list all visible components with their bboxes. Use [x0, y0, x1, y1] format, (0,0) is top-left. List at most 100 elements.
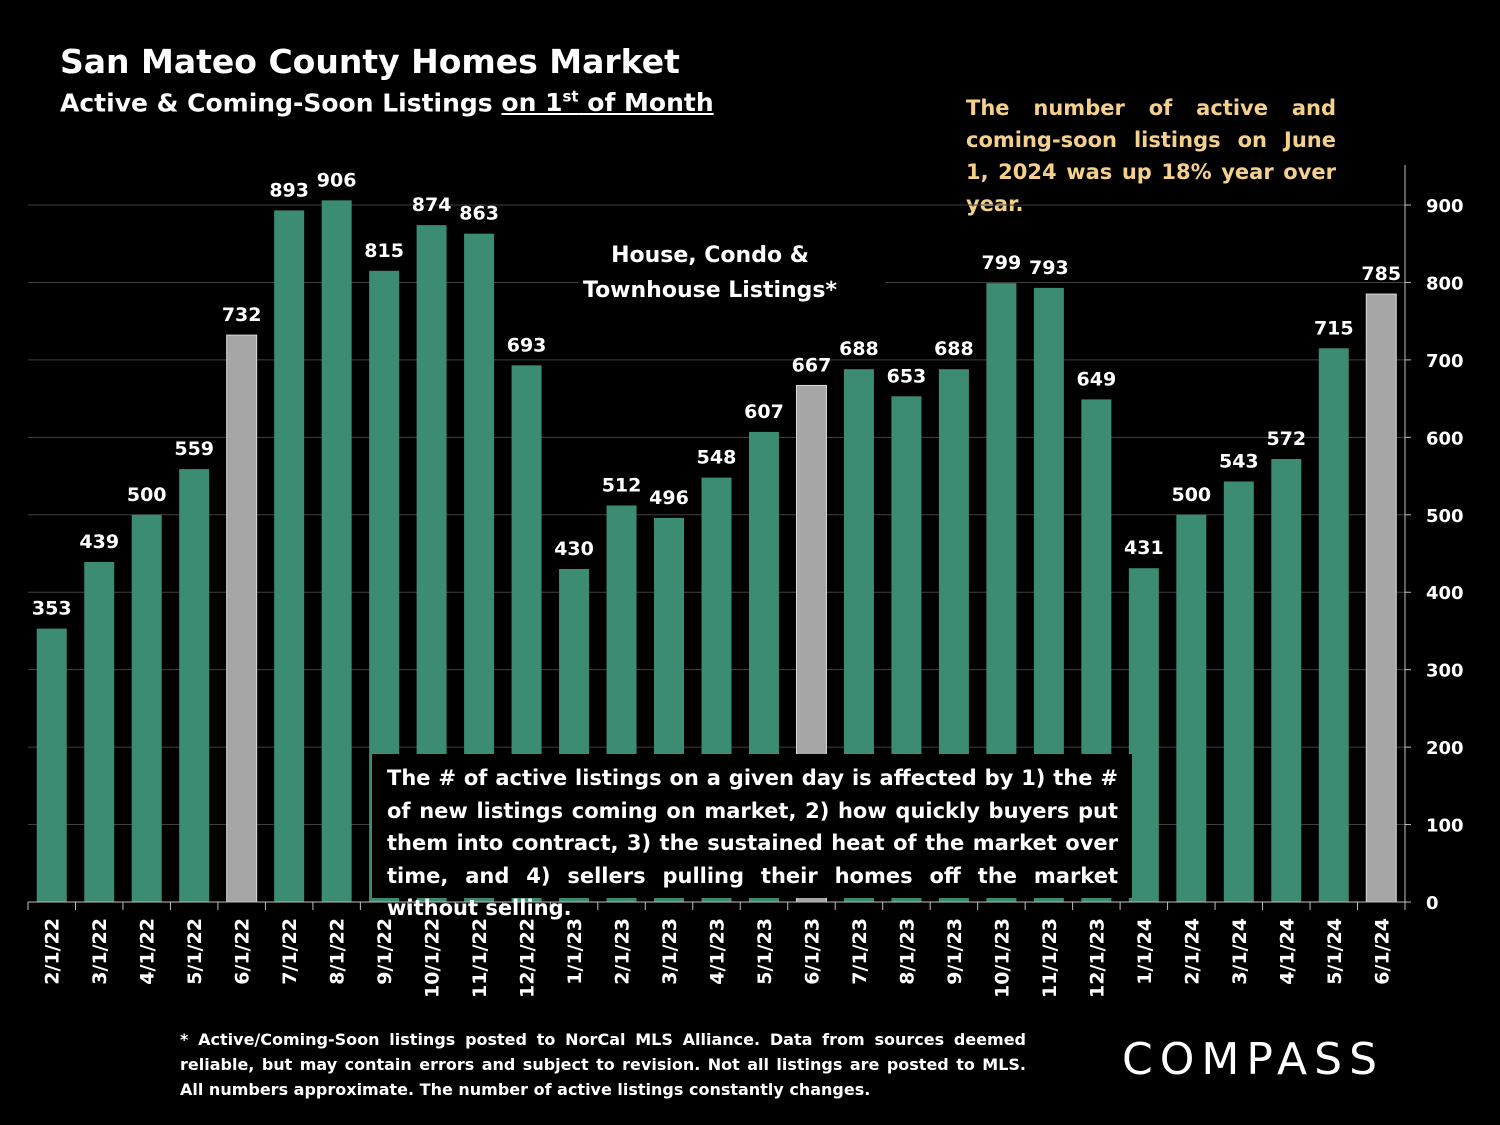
data-label: 353	[32, 598, 72, 620]
data-label: 512	[602, 474, 642, 496]
y-tick-label: 700	[1426, 351, 1464, 372]
bar-5-1-22	[179, 469, 210, 902]
series-label: House, Condo & Townhouse Listings*	[578, 232, 886, 310]
data-label: 815	[364, 240, 404, 262]
x-tick-label: 1/1/24	[1134, 918, 1156, 985]
page-title: San Mateo County Homes Market	[60, 42, 680, 81]
subtitle-underlined-pre: on 1	[501, 88, 563, 118]
series-label-line: Townhouse Listings*	[583, 278, 838, 303]
bar-8-1-22	[321, 200, 352, 902]
bar-4-1-24	[1271, 459, 1302, 902]
x-tick-label: 4/1/22	[137, 918, 159, 985]
subtitle-sup: st	[562, 88, 579, 106]
x-tick-label: 9/1/23	[944, 918, 966, 985]
x-tick-label: 3/1/23	[659, 918, 681, 985]
data-label: 431	[1124, 537, 1164, 559]
x-tick-label: 10/1/23	[991, 918, 1013, 998]
x-tick-label: 4/1/24	[1276, 918, 1298, 985]
x-tick-label: 12/1/22	[517, 918, 539, 998]
bar-6-1-22	[226, 334, 258, 903]
data-label: 874	[412, 194, 452, 216]
x-tick-label: 5/1/23	[754, 918, 776, 985]
x-tick-label: 7/1/23	[849, 918, 871, 985]
series-label-line: House, Condo &	[611, 243, 809, 268]
bar-6-1-24	[1365, 293, 1397, 903]
y-tick-label: 400	[1426, 583, 1464, 604]
data-label: 785	[1361, 263, 1401, 285]
y-tick-label: 800	[1426, 273, 1464, 294]
y-tick-label: 500	[1426, 506, 1464, 527]
bar-1-1-24	[1128, 568, 1159, 902]
page-subtitle: Active & Coming-Soon Listings on 1st of …	[60, 88, 714, 117]
x-tick-label: 11/1/23	[1039, 918, 1061, 998]
x-tick-label: 3/1/24	[1229, 918, 1251, 985]
series-label-background	[578, 232, 886, 310]
x-tick-label: 4/1/23	[707, 918, 729, 985]
x-tick-label: 10/1/22	[422, 918, 444, 998]
data-label: 649	[1077, 368, 1117, 390]
x-tick-label: 9/1/22	[374, 918, 396, 985]
x-tick-label: 8/1/22	[327, 918, 349, 985]
explanation-note: The # of active listings on a given day …	[372, 754, 1132, 920]
data-label: 906	[317, 169, 357, 191]
x-tick-label: 5/1/24	[1324, 918, 1346, 985]
data-label: 715	[1314, 317, 1354, 339]
x-tick-label: 6/1/22	[232, 918, 254, 985]
data-label: 500	[1171, 484, 1211, 506]
footnote: * Active/Coming-Soon listings posted to …	[180, 1030, 1026, 1099]
data-label: 430	[554, 538, 594, 560]
data-label: 543	[1219, 450, 1259, 472]
x-axis-ticks: 2/1/22 3/1/22 4/1/22 5/1/22 6/1/22 7/1/22 8/1/…	[27, 902, 1406, 998]
x-tick-label: 2/1/23	[612, 918, 634, 985]
data-label: 693	[507, 334, 547, 356]
y-tick-label: 300	[1426, 661, 1464, 682]
x-tick-label: 7/1/22	[279, 918, 301, 985]
data-label: 667	[792, 354, 832, 376]
x-tick-label: 6/1/23	[801, 918, 823, 985]
data-label: 732	[222, 304, 262, 326]
y-tick-label: 100	[1426, 816, 1464, 837]
x-tick-label: 6/1/24	[1371, 918, 1393, 985]
data-label: 500	[127, 484, 167, 506]
bar-3-1-24	[1223, 481, 1254, 902]
x-tick-label: 2/1/24	[1181, 918, 1203, 985]
x-tick-label: 11/1/22	[469, 918, 491, 998]
data-label: 793	[1029, 257, 1069, 279]
bar-2-1-24	[1176, 514, 1207, 902]
y-tick-label: 200	[1426, 738, 1464, 759]
y-tick-label: 0	[1426, 893, 1439, 914]
data-label: 653	[887, 365, 927, 387]
x-tick-label: 12/1/23	[1086, 918, 1108, 998]
bar-3-1-22	[84, 562, 115, 902]
y-axis-ticks: 0 100 200 300 400 500 600 700 800 900	[1405, 196, 1464, 914]
subtitle-underlined: on 1st of Month	[501, 88, 713, 117]
data-label: 548	[697, 447, 737, 469]
x-tick-label: 8/1/23	[896, 918, 918, 985]
subtitle-main: Active & Coming-Soon Listings	[60, 88, 502, 118]
y-tick-label: 900	[1426, 196, 1464, 217]
bar-5-1-24	[1318, 348, 1349, 902]
value-labels: 353 439 500 559 732 893 906 815 874 863 693 430 512 4…	[32, 169, 1401, 619]
bar-7-1-22	[274, 210, 305, 902]
yoy-callout: The number of active and coming-soon lis…	[966, 96, 1336, 216]
x-tick-label: 2/1/22	[42, 918, 64, 985]
bar-4-1-22	[131, 514, 162, 902]
bar-2-1-22	[36, 628, 67, 902]
data-label: 572	[1266, 428, 1306, 450]
x-tick-label: 5/1/22	[184, 918, 206, 985]
data-label: 893	[269, 179, 309, 201]
data-label: 863	[459, 203, 499, 225]
x-tick-label: 1/1/23	[564, 918, 586, 985]
data-label: 559	[174, 438, 214, 460]
data-label: 688	[839, 338, 879, 360]
data-label: 799	[982, 252, 1022, 274]
data-label: 439	[79, 531, 119, 553]
data-label: 496	[649, 487, 689, 509]
compass-logo: COMPASS	[1122, 1034, 1384, 1085]
x-tick-label: 3/1/22	[89, 918, 111, 985]
data-label: 688	[934, 338, 974, 360]
subtitle-underlined-post: of Month	[578, 88, 714, 118]
y-tick-label: 600	[1426, 428, 1464, 449]
data-label: 607	[744, 401, 784, 423]
